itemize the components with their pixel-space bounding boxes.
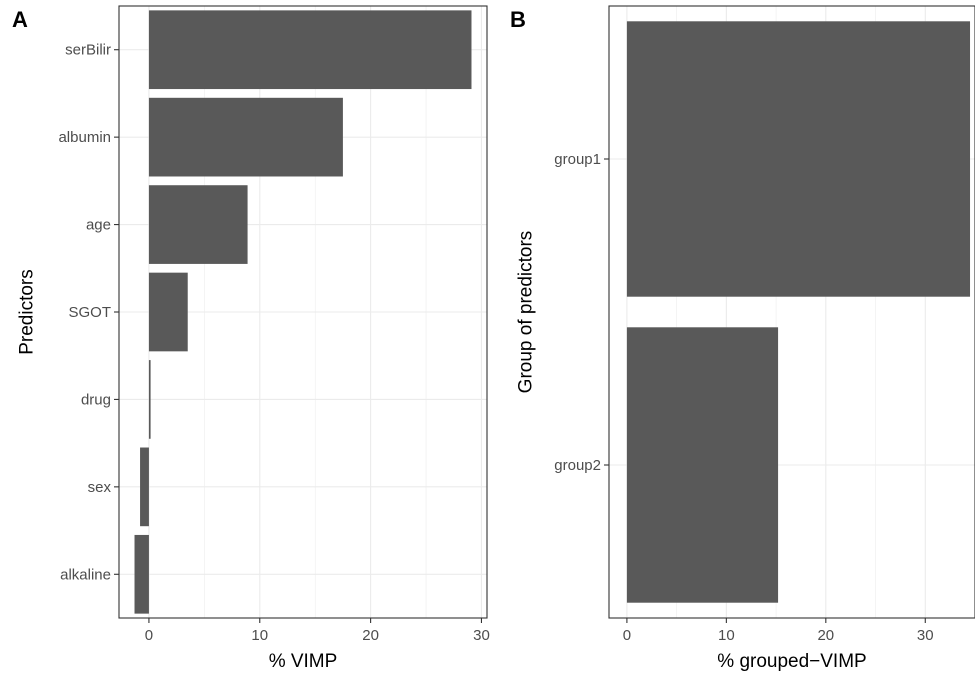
y-tick-label-serbilir: serBilir <box>65 42 111 59</box>
panel-b-grouped-vimp-chart: group1 group2 0 10 20 30 % grouped−VIMP Grou… <box>510 5 975 672</box>
panel-a-vimp-chart: serBilir albumin age SGOT drug sex alkaline 0 1… <box>12 5 490 672</box>
bar-group2 <box>626 327 779 603</box>
y-tick-label-age: age <box>86 217 111 234</box>
panel-b-y-axis-title: Group of predictors <box>516 231 537 394</box>
panel-b-bars <box>626 21 971 603</box>
bar-alkaline <box>134 534 149 614</box>
bar-sex <box>140 447 149 527</box>
y-tick-label-albumin: albumin <box>58 129 111 146</box>
panel-a-tag: A <box>12 7 28 32</box>
panel-a-x-axis-title: % VIMP <box>269 651 338 672</box>
y-tick-label-sex: sex <box>88 479 112 496</box>
y-tick-label-group1: group1 <box>554 151 601 168</box>
x-tick-label-20: 20 <box>817 627 834 644</box>
panel-a-bars <box>134 10 472 614</box>
y-tick-label-group2: group2 <box>554 457 601 474</box>
bar-drug <box>148 360 151 439</box>
x-tick-label-30: 30 <box>917 627 934 644</box>
x-tick-label-10: 10 <box>718 627 735 644</box>
y-tick-label-drug: drug <box>81 391 111 408</box>
y-tick-label-alkaline: alkaline <box>60 566 111 583</box>
panel-b-tag: B <box>510 7 526 32</box>
panel-b-x-axis: 0 10 20 30 <box>623 618 934 644</box>
panel-a-x-axis: 0 10 20 30 <box>145 618 490 644</box>
bar-group1 <box>626 21 971 297</box>
y-tick-label-sgot: SGOT <box>68 304 111 321</box>
panel-b-x-axis-title: % grouped−VIMP <box>717 651 866 672</box>
x-tick-label-10: 10 <box>251 627 268 644</box>
x-tick-label-0: 0 <box>145 627 153 644</box>
panel-a-y-axis-title: Predictors <box>17 269 38 355</box>
panel-b-border <box>608 5 975 619</box>
x-tick-label-20: 20 <box>362 627 379 644</box>
bar-albumin <box>148 97 343 177</box>
bar-serbilir <box>148 10 472 90</box>
bar-sgot <box>148 272 188 352</box>
x-tick-label-0: 0 <box>623 627 631 644</box>
x-tick-label-30: 30 <box>473 627 490 644</box>
panel-b-y-axis: group1 group2 <box>554 151 609 474</box>
panel-a-y-axis: serBilir albumin age SGOT drug sex alkaline <box>58 42 119 583</box>
bar-age <box>148 185 248 264</box>
